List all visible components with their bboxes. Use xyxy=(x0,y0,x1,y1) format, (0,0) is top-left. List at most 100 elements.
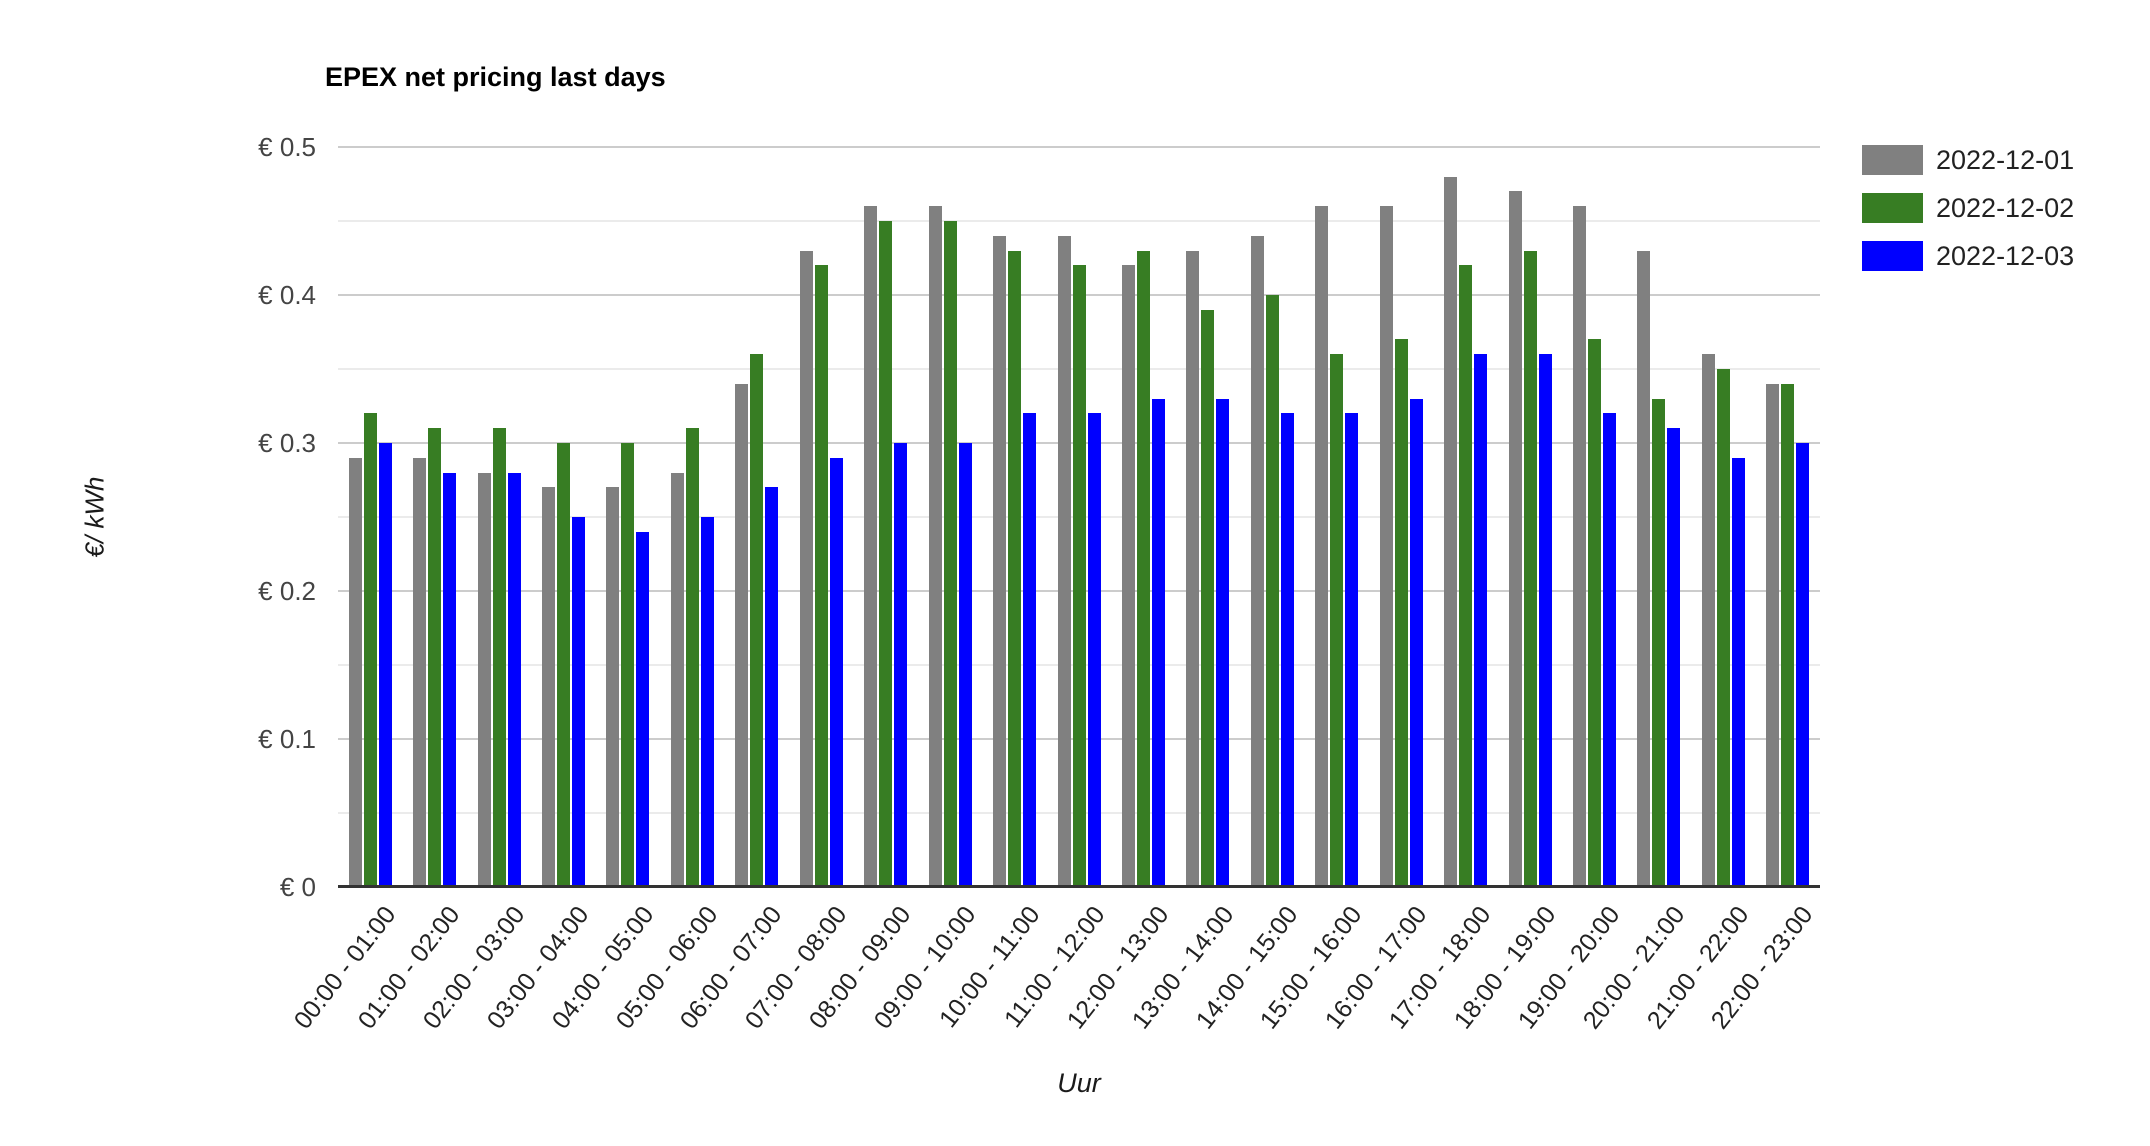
bar-group xyxy=(864,147,908,887)
bar[interactable] xyxy=(958,443,972,887)
bar[interactable] xyxy=(1766,383,1780,887)
legend-item: 2022-12-01 xyxy=(1862,145,2074,175)
bar[interactable] xyxy=(1796,443,1810,887)
bar[interactable] xyxy=(943,221,957,887)
bar[interactable] xyxy=(557,443,571,887)
bar[interactable] xyxy=(1087,413,1101,887)
bar[interactable] xyxy=(1121,265,1135,887)
bar[interactable] xyxy=(1201,309,1215,887)
bar[interactable] xyxy=(829,457,843,887)
y-tick-label: € 0.1 xyxy=(258,724,316,754)
bar[interactable] xyxy=(670,472,684,887)
bar[interactable] xyxy=(1637,250,1651,887)
x-axis-title: Uur xyxy=(1057,1068,1101,1098)
bar-group xyxy=(606,147,650,887)
bar[interactable] xyxy=(1315,206,1329,887)
bar[interactable] xyxy=(572,517,586,887)
legend-label-2022-12-02: 2022-12-02 xyxy=(1936,193,2075,223)
bar[interactable] xyxy=(1667,428,1681,887)
bar[interactable] xyxy=(413,457,427,887)
bar-group xyxy=(1766,147,1810,887)
bar-group xyxy=(348,147,392,887)
bar-group xyxy=(1379,147,1423,887)
bar[interactable] xyxy=(1444,176,1458,887)
legend-swatch-2022-12-03 xyxy=(1862,241,1923,271)
bar[interactable] xyxy=(1474,354,1488,887)
bar[interactable] xyxy=(879,221,893,887)
bar[interactable] xyxy=(477,472,491,887)
y-tick-label: € 0.3 xyxy=(258,428,316,458)
y-axis-title: €/ kWh xyxy=(79,476,110,558)
bar[interactable] xyxy=(542,487,556,887)
bar-group xyxy=(1508,147,1552,887)
bar[interactable] xyxy=(1136,250,1150,887)
x-axis-line xyxy=(338,885,1820,888)
bar[interactable] xyxy=(1508,191,1522,887)
bar-group xyxy=(1250,147,1294,887)
bar[interactable] xyxy=(492,428,506,887)
bar[interactable] xyxy=(621,443,635,887)
bar[interactable] xyxy=(1072,265,1086,887)
bar[interactable] xyxy=(443,472,457,887)
bar[interactable] xyxy=(507,472,521,887)
bar[interactable] xyxy=(428,428,442,887)
legend-label-2022-12-01: 2022-12-01 xyxy=(1936,145,2075,175)
bar[interactable] xyxy=(1459,265,1473,887)
bar[interactable] xyxy=(1731,457,1745,887)
bar[interactable] xyxy=(1587,339,1601,887)
bar[interactable] xyxy=(928,206,942,887)
bar[interactable] xyxy=(1023,413,1037,887)
bar[interactable] xyxy=(1394,339,1408,887)
bar-group xyxy=(1186,147,1230,887)
legend-swatch-2022-12-01 xyxy=(1862,145,1923,175)
bar-group xyxy=(1057,147,1101,887)
bar[interactable] xyxy=(700,517,714,887)
legend-item: 2022-12-03 xyxy=(1862,241,2074,271)
bar[interactable] xyxy=(348,457,362,887)
bar[interactable] xyxy=(1572,206,1586,887)
bar[interactable] xyxy=(765,487,779,887)
bar[interactable] xyxy=(799,250,813,887)
bar[interactable] xyxy=(1409,398,1423,887)
bar[interactable] xyxy=(1345,413,1359,887)
bar[interactable] xyxy=(1186,250,1200,887)
bar[interactable] xyxy=(606,487,620,887)
bar[interactable] xyxy=(1151,398,1165,887)
bar-group xyxy=(799,147,843,887)
bar[interactable] xyxy=(1250,235,1264,887)
bar-group xyxy=(1315,147,1359,887)
bar[interactable] xyxy=(1330,354,1344,887)
bar-group xyxy=(1637,147,1681,887)
bar[interactable] xyxy=(750,354,764,887)
bar[interactable] xyxy=(1701,354,1715,887)
bar[interactable] xyxy=(1652,398,1666,887)
bar[interactable] xyxy=(1280,413,1294,887)
bar[interactable] xyxy=(636,531,650,887)
bar[interactable] xyxy=(1265,295,1279,887)
bar[interactable] xyxy=(1057,235,1071,887)
bar[interactable] xyxy=(1602,413,1616,887)
bar[interactable] xyxy=(894,443,908,887)
bar[interactable] xyxy=(1781,383,1795,887)
bar[interactable] xyxy=(1716,369,1730,887)
y-tick-label: € 0.5 xyxy=(258,132,316,162)
bar-group xyxy=(1121,147,1165,887)
bar[interactable] xyxy=(1216,398,1230,887)
bar[interactable] xyxy=(1523,250,1537,887)
bar[interactable] xyxy=(1379,206,1393,887)
y-tick-label: € 0.2 xyxy=(258,576,316,606)
bar[interactable] xyxy=(993,235,1007,887)
bar[interactable] xyxy=(685,428,699,887)
bar-group xyxy=(993,147,1037,887)
legend-item: 2022-12-02 xyxy=(1862,193,2074,223)
bar[interactable] xyxy=(363,413,377,887)
y-tick-label: € 0 xyxy=(279,872,316,902)
bar[interactable] xyxy=(378,443,392,887)
bar[interactable] xyxy=(1538,354,1552,887)
bar[interactable] xyxy=(864,206,878,887)
bar-group xyxy=(542,147,586,887)
bar[interactable] xyxy=(1008,250,1022,887)
bar[interactable] xyxy=(735,383,749,887)
bar[interactable] xyxy=(814,265,828,887)
